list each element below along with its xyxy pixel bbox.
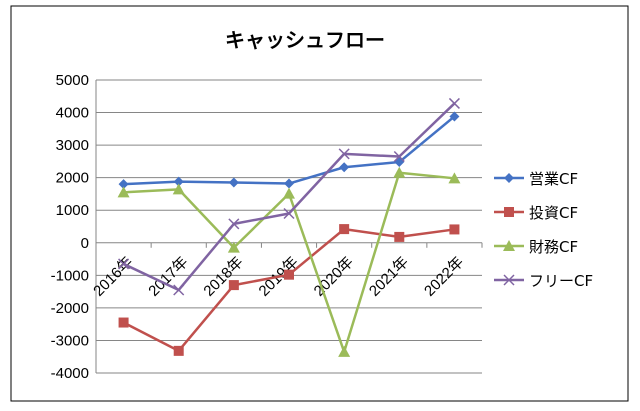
- legend-label: フリーCF: [529, 272, 593, 290]
- data-point: [227, 241, 240, 253]
- legend-marker: [503, 274, 515, 286]
- legend-label: 営業CF: [529, 170, 578, 188]
- data-point: [449, 224, 460, 235]
- series-group: [117, 97, 461, 357]
- data-point: [393, 166, 406, 178]
- legend-item: フリーCF: [494, 272, 593, 290]
- data-point: [118, 317, 129, 328]
- legend-label: 投資CF: [529, 204, 578, 222]
- series-2: [117, 166, 461, 357]
- series-3: [118, 97, 460, 296]
- data-point: [172, 183, 185, 195]
- data-point: [393, 150, 405, 163]
- data-point: [448, 172, 461, 184]
- data-point: [338, 345, 351, 357]
- y-tick-label: 5000: [56, 72, 89, 89]
- data-point: [339, 224, 350, 235]
- legend-marker: [504, 173, 514, 183]
- legend-marker: [503, 240, 515, 251]
- data-point: [118, 258, 130, 270]
- y-axis-ticks: 5000 4000 3000 2000 1000 0 -1000 -2000 -3000 -400…: [51, 72, 89, 382]
- data-point: [448, 97, 460, 109]
- y-tick-label: 1000: [56, 202, 89, 219]
- data-point: [338, 148, 350, 160]
- data-point: [394, 231, 405, 242]
- chart-border: [10, 5, 629, 402]
- y-tick-label: 0: [81, 235, 89, 252]
- data-point: [228, 177, 239, 188]
- y-tick-label: -2000: [51, 300, 89, 317]
- legend-item: 財務CF: [494, 238, 578, 256]
- data-point: [228, 218, 240, 230]
- legend: 営業CF 投資CF 財務CF フリーCF: [494, 170, 593, 290]
- data-point: [173, 176, 184, 187]
- data-point: [283, 207, 295, 220]
- y-tick-label: -4000: [51, 365, 89, 382]
- data-point: [173, 284, 185, 296]
- chart-title: キャッシュフロー: [225, 28, 385, 52]
- data-point: [449, 111, 460, 122]
- legend-label: 財務CF: [529, 238, 578, 256]
- data-point: [283, 187, 295, 199]
- series-0: [118, 111, 460, 190]
- y-tick-label: 4000: [56, 105, 89, 122]
- y-tick-label: -1000: [51, 267, 89, 284]
- y-tick-label: -3000: [51, 332, 89, 349]
- legend-item: 投資CF: [494, 204, 578, 222]
- series-1: [118, 224, 460, 356]
- data-point: [173, 345, 184, 356]
- data-point: [339, 162, 350, 173]
- legend-item: 営業CF: [494, 170, 578, 188]
- data-point: [228, 280, 239, 291]
- y-tick-label: 2000: [56, 170, 89, 187]
- legend-marker: [504, 207, 514, 217]
- data-point: [117, 186, 130, 198]
- y-tick-label: 3000: [56, 137, 89, 154]
- data-point: [118, 179, 129, 190]
- data-point: [284, 269, 294, 280]
- data-point: [284, 178, 294, 189]
